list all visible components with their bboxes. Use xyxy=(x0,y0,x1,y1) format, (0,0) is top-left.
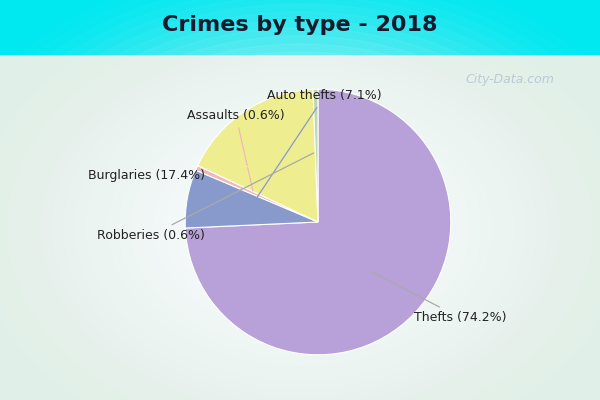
Ellipse shape xyxy=(19,28,581,400)
Wedge shape xyxy=(196,166,318,222)
Ellipse shape xyxy=(30,36,570,400)
Ellipse shape xyxy=(109,92,491,364)
Ellipse shape xyxy=(120,100,480,356)
Ellipse shape xyxy=(165,132,435,324)
Ellipse shape xyxy=(75,68,525,388)
Text: Robberies (0.6%): Robberies (0.6%) xyxy=(97,153,314,242)
Ellipse shape xyxy=(277,212,323,244)
Ellipse shape xyxy=(41,44,559,400)
Ellipse shape xyxy=(154,124,446,332)
Text: City-Data.com: City-Data.com xyxy=(466,74,554,86)
Ellipse shape xyxy=(266,204,334,252)
Text: Assaults (0.6%): Assaults (0.6%) xyxy=(187,109,285,191)
Ellipse shape xyxy=(199,156,401,300)
Wedge shape xyxy=(185,170,318,228)
Ellipse shape xyxy=(97,84,503,372)
FancyBboxPatch shape xyxy=(0,55,600,400)
Ellipse shape xyxy=(86,76,514,380)
Ellipse shape xyxy=(210,164,390,292)
Ellipse shape xyxy=(7,20,593,400)
Ellipse shape xyxy=(143,116,458,340)
Ellipse shape xyxy=(233,180,367,276)
Text: Burglaries (17.4%): Burglaries (17.4%) xyxy=(88,164,276,182)
Ellipse shape xyxy=(131,108,469,348)
Ellipse shape xyxy=(289,220,311,236)
Ellipse shape xyxy=(221,172,379,284)
Ellipse shape xyxy=(53,52,548,400)
Text: Auto thefts (7.1%): Auto thefts (7.1%) xyxy=(250,89,382,208)
Ellipse shape xyxy=(64,60,536,396)
Text: Thefts (74.2%): Thefts (74.2%) xyxy=(371,272,506,324)
Ellipse shape xyxy=(187,148,413,308)
Wedge shape xyxy=(313,89,318,222)
Ellipse shape xyxy=(255,196,345,260)
Ellipse shape xyxy=(244,188,356,268)
Text: Crimes by type - 2018: Crimes by type - 2018 xyxy=(162,15,438,35)
Ellipse shape xyxy=(176,140,424,316)
Wedge shape xyxy=(198,89,318,222)
Wedge shape xyxy=(185,89,451,355)
